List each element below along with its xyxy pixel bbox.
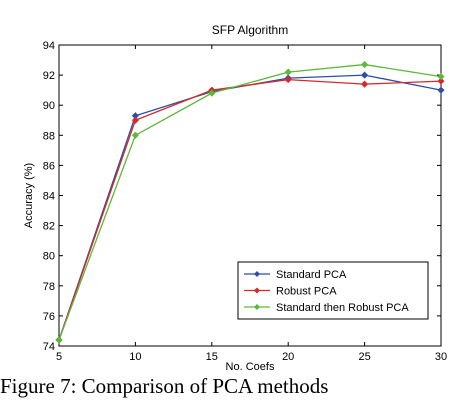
legend-marker — [254, 271, 260, 277]
x-tick-label: 15 — [206, 351, 218, 363]
y-tick-label: 78 — [43, 281, 55, 293]
series-3-point — [55, 336, 63, 344]
legend-marker — [254, 287, 260, 294]
y-tick-label: 86 — [43, 160, 55, 172]
series-2-point — [131, 116, 139, 124]
series-3-point — [131, 131, 139, 139]
series-1-point — [361, 71, 369, 79]
y-tick-label: 76 — [43, 311, 55, 323]
x-tick-label: 20 — [282, 351, 294, 363]
y-tick-label: 80 — [43, 251, 55, 263]
y-tick-label: 90 — [43, 100, 55, 112]
x-tick-label: 25 — [358, 351, 370, 363]
x-tick-label: 30 — [435, 351, 447, 363]
series-line-2 — [58, 78, 442, 341]
series-3-point — [437, 73, 445, 81]
legend-marker — [254, 304, 260, 310]
chart-title: SFP Algorithm — [212, 23, 288, 37]
y-tick-label: 84 — [43, 191, 55, 203]
y-tick-label: 88 — [43, 130, 55, 142]
y-axis: 74 76 78 80 82 84 86 88 90 92 94 — [43, 40, 441, 353]
legend-label: Robust PCA — [276, 286, 337, 298]
series-line-3 — [58, 63, 442, 341]
legend-label: Standard PCA — [276, 269, 347, 281]
series-2-point — [361, 80, 369, 88]
figure-caption: Figure 7: Comparison of PCA methods — [0, 374, 329, 398]
legend: Standard PCA Robust PCA Standard then Robu… — [237, 261, 429, 320]
legend-label: Standard then Robust PCA — [276, 302, 409, 314]
series-3-point — [208, 89, 216, 97]
series-2-point — [284, 76, 292, 84]
x-tick-label: 5 — [56, 351, 62, 363]
y-tick-label: 82 — [43, 221, 55, 233]
x-axis-label: No. Coefs — [226, 361, 275, 373]
series-3-point — [284, 68, 292, 76]
series-1-point — [437, 86, 445, 94]
series-2-point — [437, 77, 445, 85]
x-axis: 5 10 15 20 25 30 — [56, 45, 447, 363]
x-tick-label: 10 — [129, 351, 141, 363]
y-axis-label: Accuracy (%) — [23, 163, 35, 228]
series-3-point — [361, 60, 369, 69]
y-tick-label: 94 — [43, 40, 55, 52]
y-tick-label: 74 — [43, 341, 55, 353]
y-tick-label: 92 — [43, 70, 55, 82]
series-layer — [55, 60, 445, 344]
